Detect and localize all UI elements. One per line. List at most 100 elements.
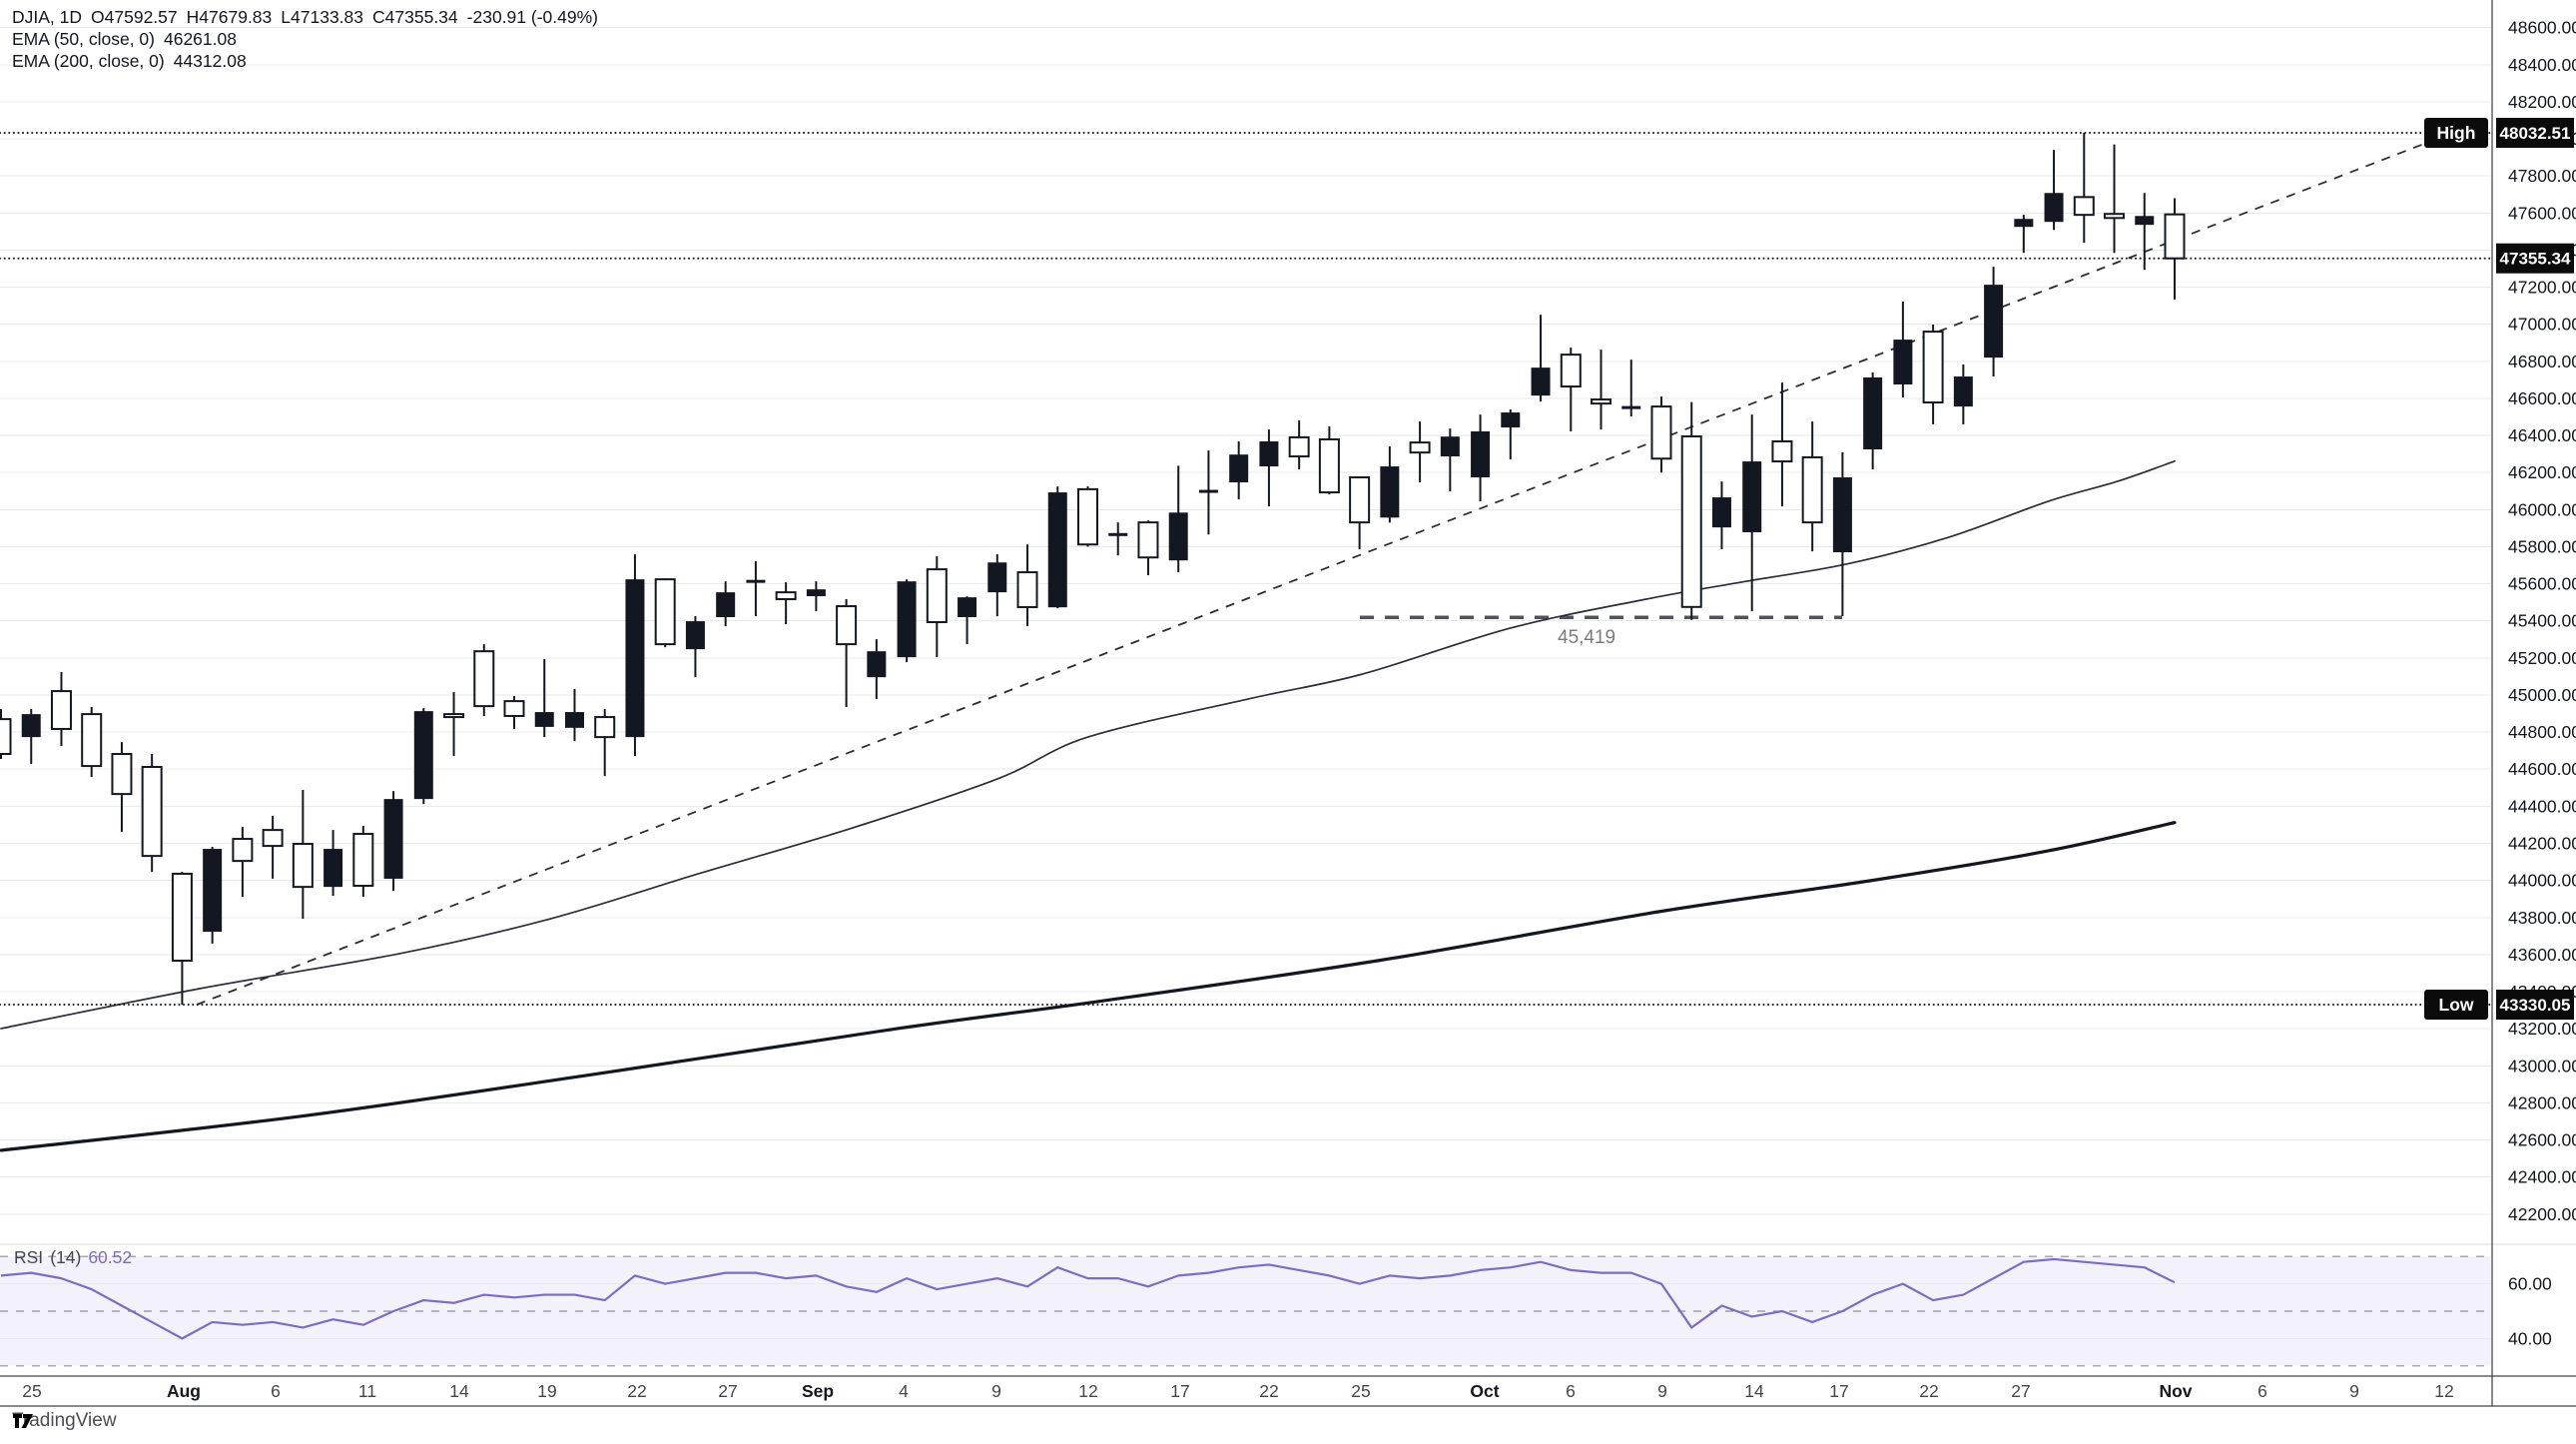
price-tick-label: 43600.00 — [2508, 945, 2576, 965]
price-tick-label: 45400.00 — [2508, 611, 2576, 631]
candle — [1801, 421, 1823, 552]
legend-open-value: O47592.57 — [91, 7, 178, 27]
candle — [443, 692, 465, 757]
rsi-name[interactable]: RSI — [14, 1247, 44, 1267]
trendline[interactable] — [196, 117, 2492, 1006]
symbol-title[interactable]: DJIA, 1D — [12, 7, 83, 27]
tradingview-watermark[interactable]: TradingView — [12, 1410, 117, 1432]
time-day-label: 27 — [2011, 1381, 2030, 1401]
price-axis-labels[interactable]: 42200.00 42400.00 42600.00 42800.00 43000.00… — [2508, 18, 2576, 1224]
ema50-line — [0, 460, 2176, 1030]
time-day-label: 9 — [2349, 1381, 2359, 1401]
candle — [1440, 428, 1460, 492]
candle — [1591, 350, 1612, 430]
time-day-label: 27 — [718, 1381, 737, 1401]
support-price-label: 45,419 — [1558, 627, 1615, 648]
price-tick-label: 44600.00 — [2508, 759, 2576, 779]
candle — [1922, 325, 1944, 424]
rsi-legend[interactable]: RSI (14) 60.52 — [14, 1247, 132, 1268]
candle — [625, 554, 645, 757]
candle — [1318, 425, 1340, 495]
candle — [21, 709, 41, 765]
candle — [50, 671, 72, 747]
candle — [1108, 522, 1128, 556]
price-gridlines — [0, 27, 2491, 1215]
candle — [836, 598, 858, 708]
time-month-label: Aug — [167, 1381, 201, 1401]
time-month-label: Sep — [802, 1381, 834, 1401]
candle — [1409, 421, 1431, 483]
rsi-axis-labels[interactable]: 60.00 40.00 — [2508, 1274, 2552, 1349]
ema50-label[interactable]: EMA (50, close, 0) — [12, 29, 155, 49]
candle — [958, 596, 977, 645]
rsi-value: 60.52 — [88, 1247, 133, 1267]
candle — [534, 658, 554, 738]
time-month-label: Nov — [2159, 1381, 2192, 1401]
price-tick-label: 44000.00 — [2508, 871, 2576, 891]
time-day-label: 22 — [627, 1381, 646, 1401]
candle — [473, 644, 495, 716]
candle — [352, 826, 374, 897]
price-tick-label: 42200.00 — [2508, 1204, 2576, 1224]
symbol-legend[interactable]: DJIA, 1D O47592.57 H47679.83 L47133.83 C… — [12, 6, 598, 72]
price-tick-label: 42400.00 — [2508, 1167, 2576, 1187]
candle — [564, 689, 584, 742]
candle — [1168, 465, 1188, 573]
last-price-badge: 47355.34 — [2496, 243, 2574, 274]
ema200-value: 44312.08 — [173, 51, 247, 71]
price-tick-label: 44800.00 — [2508, 722, 2576, 742]
price-tick-label: 44200.00 — [2508, 833, 2576, 853]
legend-low-value: L47133.83 — [281, 7, 364, 27]
price-tick-label: 45200.00 — [2508, 648, 2576, 668]
candle — [2104, 144, 2126, 254]
time-day-label: 6 — [1566, 1381, 1576, 1401]
price-tick-label: 42600.00 — [2508, 1130, 2576, 1150]
price-tick-label: 44400.00 — [2508, 796, 2576, 816]
time-day-label: 19 — [537, 1381, 556, 1401]
ema200-label[interactable]: EMA (200, close, 0) — [12, 51, 165, 71]
symbol-legend-row-ema50[interactable]: EMA (50, close, 0) 46261.08 — [12, 28, 598, 50]
price-tick-label: 47600.00 — [2508, 203, 2576, 223]
price-tick-label: 48200.00 — [2508, 92, 2576, 112]
high-badge: High 48032.51 — [2424, 118, 2574, 148]
candle — [1137, 520, 1159, 576]
candle — [1229, 441, 1249, 500]
last-price-badge-price: 47355.34 — [2500, 250, 2571, 269]
time-axis-labels[interactable]: 25 Aug 6 11 14 19 22 27 Sep 4 9 12 17 22 25 Oct 6 9 14 17 22… — [22, 1381, 2453, 1401]
low-badge-price: 43330.05 — [2500, 996, 2571, 1015]
symbol-legend-row-main[interactable]: DJIA, 1D O47592.57 H47679.83 L47133.83 C… — [12, 6, 598, 28]
time-month-label: Oct — [1470, 1381, 1499, 1401]
time-day-label: 17 — [1829, 1381, 1848, 1401]
rsi-tick-label: 60.00 — [2508, 1274, 2552, 1294]
price-tick-label: 46200.00 — [2508, 462, 2576, 482]
candle — [413, 708, 433, 805]
candle — [806, 581, 826, 612]
candles-layer — [0, 133, 2186, 1005]
rsi-tick-label: 40.00 — [2508, 1328, 2552, 1348]
candle — [1471, 414, 1491, 502]
candle — [383, 791, 403, 892]
price-tick-label: 45600.00 — [2508, 574, 2576, 594]
candle — [1560, 348, 1582, 431]
candle — [1077, 486, 1098, 547]
candle — [775, 582, 797, 625]
time-day-label: 22 — [1259, 1381, 1278, 1401]
low-badge-tag: Low — [2439, 995, 2474, 1015]
candle — [2073, 133, 2095, 244]
price-tick-label: 42800.00 — [2508, 1092, 2576, 1112]
time-day-label: 12 — [2434, 1381, 2453, 1401]
symbol-legend-row-ema200[interactable]: EMA (200, close, 0) 44312.08 — [12, 50, 598, 72]
candle — [141, 754, 163, 873]
candle — [2014, 215, 2034, 254]
price-tick-label: 45800.00 — [2508, 536, 2576, 556]
candle — [1016, 544, 1038, 627]
time-day-label: 14 — [449, 1381, 469, 1401]
price-tick-label: 46000.00 — [2508, 499, 2576, 519]
watermark-label: TradingView — [12, 1410, 117, 1431]
price-tick-label: 48400.00 — [2508, 55, 2576, 75]
time-day-label: 25 — [22, 1381, 41, 1401]
support-line[interactable]: 45,419 — [1360, 615, 1842, 648]
candle — [1863, 371, 1883, 470]
candle — [0, 709, 12, 760]
